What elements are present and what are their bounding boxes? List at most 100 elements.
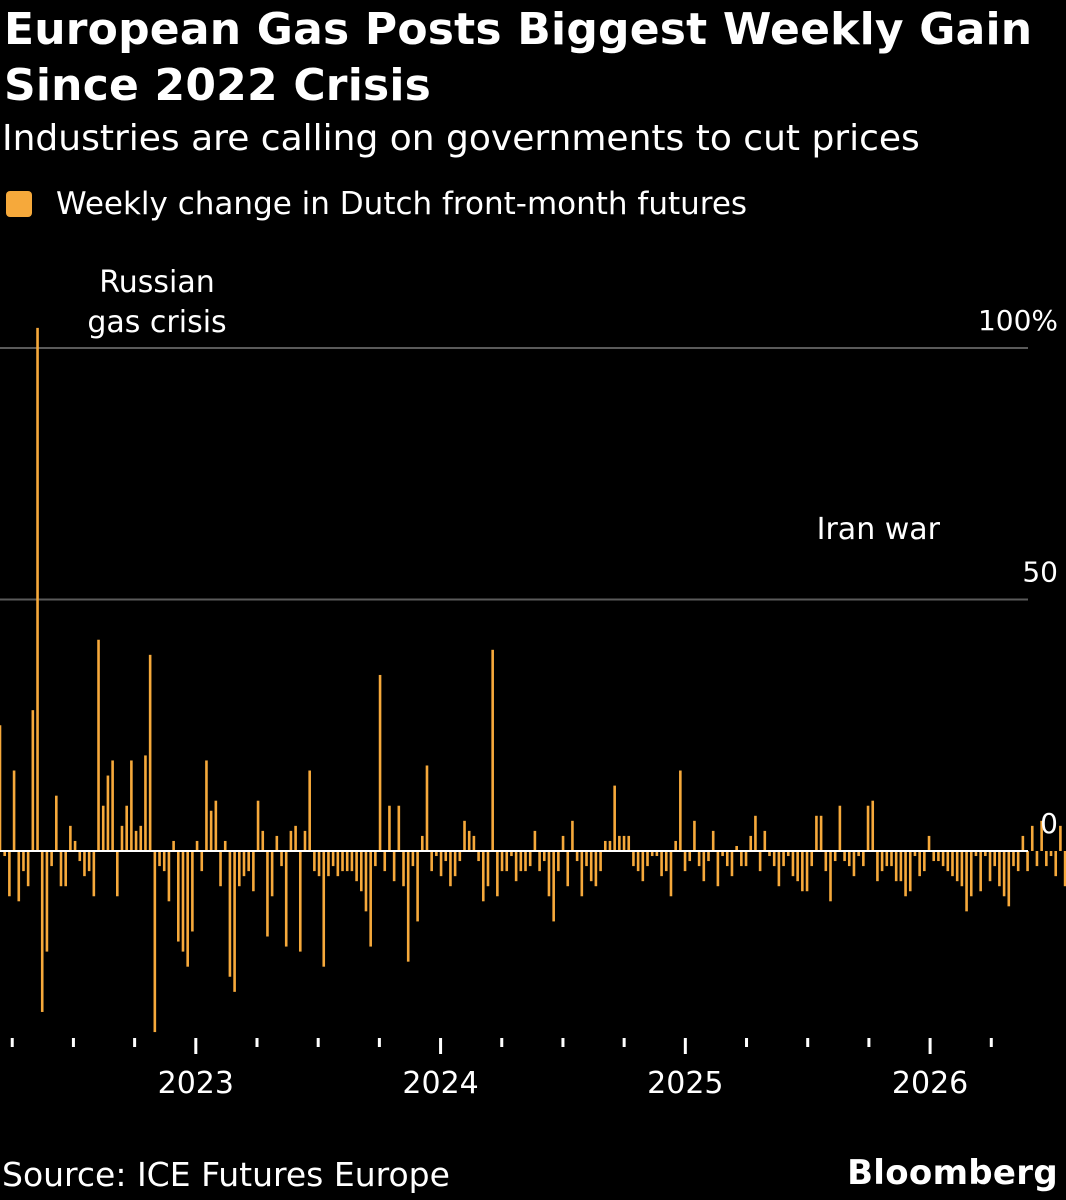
bar xyxy=(383,851,387,872)
bar xyxy=(1059,825,1062,851)
bar xyxy=(730,851,734,877)
bar xyxy=(87,851,91,872)
bar xyxy=(552,851,555,922)
bar xyxy=(519,851,523,872)
bar xyxy=(547,851,551,897)
bar xyxy=(219,851,222,887)
bar xyxy=(36,327,39,851)
bar xyxy=(453,851,457,877)
bar xyxy=(125,805,128,851)
bar xyxy=(533,830,537,851)
bar xyxy=(908,851,912,892)
bar xyxy=(613,785,616,851)
bar xyxy=(458,851,462,862)
bar xyxy=(998,851,1001,887)
bar xyxy=(960,851,964,887)
bar xyxy=(247,851,250,872)
bar xyxy=(608,840,612,851)
bar xyxy=(336,851,340,877)
bar xyxy=(641,851,645,882)
bar xyxy=(308,770,311,851)
bar xyxy=(420,835,424,851)
bar xyxy=(904,851,907,897)
bar xyxy=(965,851,968,912)
legend: Weekly change in Dutch front-month futur… xyxy=(6,182,747,226)
bar xyxy=(599,851,602,872)
bar xyxy=(1007,851,1011,907)
bar xyxy=(181,851,185,952)
bar xyxy=(233,851,236,992)
bar xyxy=(449,851,452,887)
bar xyxy=(130,760,133,851)
bar xyxy=(697,851,701,867)
bar xyxy=(937,851,940,862)
bar xyxy=(45,851,49,952)
bar xyxy=(106,775,110,851)
bar xyxy=(500,851,504,872)
bar xyxy=(486,851,490,887)
bar xyxy=(693,820,696,851)
chart-title: European Gas Posts Biggest Weekly Gain S… xyxy=(4,4,1033,111)
bar xyxy=(40,851,44,1012)
bar xyxy=(777,851,781,887)
bar xyxy=(542,851,546,862)
bar xyxy=(796,851,799,882)
bar xyxy=(721,851,724,857)
bar xyxy=(984,851,987,857)
bar xyxy=(261,830,265,851)
bar xyxy=(242,851,246,877)
bar xyxy=(289,830,293,851)
bloomberg-logo: Bloomberg xyxy=(847,1153,1058,1193)
bar xyxy=(120,825,124,851)
bar xyxy=(0,725,2,851)
bar xyxy=(646,851,649,867)
annotation-russian-gas-crisis: Russian xyxy=(99,265,215,300)
bar xyxy=(59,851,63,887)
bar xyxy=(660,851,663,877)
bar xyxy=(969,851,973,897)
bar xyxy=(594,851,598,887)
bar xyxy=(280,851,283,867)
bar xyxy=(134,830,138,851)
bar xyxy=(758,851,762,872)
bar xyxy=(711,830,715,851)
bar xyxy=(664,851,668,872)
x-tick-label: 2026 xyxy=(892,1066,968,1101)
bar xyxy=(73,840,77,851)
bar xyxy=(801,851,804,892)
bar xyxy=(1016,851,1020,872)
bar xyxy=(195,840,199,851)
bar xyxy=(683,851,687,872)
bar xyxy=(144,755,147,851)
bar xyxy=(885,851,889,867)
bar xyxy=(350,851,354,872)
bar xyxy=(69,825,72,851)
bar xyxy=(439,851,443,877)
bar xyxy=(223,840,227,851)
bar xyxy=(3,851,6,857)
bar xyxy=(397,805,401,851)
bar xyxy=(707,851,710,862)
bar xyxy=(355,851,358,882)
bar xyxy=(735,845,738,851)
bar xyxy=(894,851,898,882)
annotation-russian-gas-crisis: gas crisis xyxy=(87,305,226,340)
bar xyxy=(669,851,673,897)
bar xyxy=(1054,851,1058,877)
bar xyxy=(674,840,677,851)
bar xyxy=(744,851,748,867)
bar xyxy=(524,851,527,872)
bar xyxy=(862,851,865,867)
bar xyxy=(491,649,494,851)
bar xyxy=(331,851,335,867)
bar xyxy=(64,851,67,887)
bar xyxy=(571,820,574,851)
bar xyxy=(829,851,832,902)
bar xyxy=(815,815,818,851)
bar xyxy=(374,851,377,867)
bar xyxy=(603,840,607,851)
bar xyxy=(116,851,119,897)
axes: 0 50 100% 2023 2024 2025 2026 xyxy=(0,304,1058,1101)
x-tick-label: 2024 xyxy=(402,1066,478,1101)
bar xyxy=(979,851,982,892)
